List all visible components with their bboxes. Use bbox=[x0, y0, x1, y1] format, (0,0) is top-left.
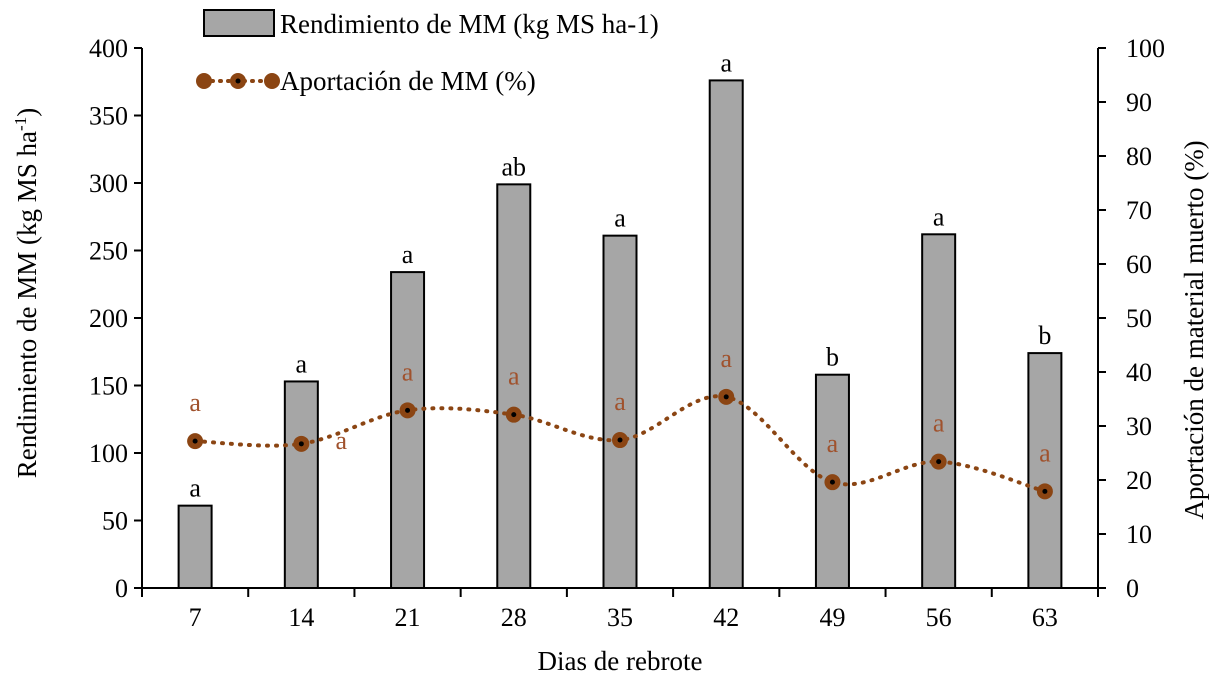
line-significance-label: a bbox=[1039, 438, 1051, 467]
y-left-axis-title-close: ) bbox=[12, 108, 42, 117]
x-tick-label: 35 bbox=[607, 603, 633, 632]
y-left-axis-title: Rendimiento de MM (kg MS ha-1) bbox=[11, 108, 42, 478]
line-significance-label: a bbox=[933, 409, 945, 438]
x-tick-label: 49 bbox=[819, 603, 845, 632]
x-tick-label: 7 bbox=[189, 603, 202, 632]
bar bbox=[496, 183, 532, 589]
bar bbox=[602, 234, 638, 589]
line-significance-label: a bbox=[336, 426, 348, 455]
line-layer bbox=[187, 388, 1053, 500]
legend: Rendimiento de MM (kg MS ha-1) Aportació… bbox=[196, 9, 659, 96]
y-left-tick-label: 150 bbox=[89, 372, 128, 401]
bar-significance-label: b bbox=[1038, 321, 1051, 350]
bar bbox=[283, 380, 319, 590]
line-significance-label: a bbox=[720, 344, 732, 373]
bar-significance-label: a bbox=[933, 202, 945, 231]
y-right-tick-label: 70 bbox=[1126, 196, 1152, 225]
y-right-tick-label: 60 bbox=[1126, 250, 1152, 279]
x-tick-label: 14 bbox=[288, 603, 314, 632]
y-right-tick-label: 30 bbox=[1126, 412, 1152, 441]
y-left-axis-title-main: Rendimiento de MM (kg MS ha bbox=[12, 131, 42, 478]
line-significance-label: a bbox=[614, 387, 626, 416]
bar-significance-label: a bbox=[402, 240, 414, 269]
y-left-tick-label: 0 bbox=[115, 574, 128, 603]
legend-marker-center-dot bbox=[235, 78, 241, 84]
y-left-tick-label: 300 bbox=[89, 169, 128, 198]
y-left-tick-label: 250 bbox=[89, 237, 128, 266]
line-significance-label: a bbox=[402, 357, 414, 386]
x-tick-label: 28 bbox=[501, 603, 527, 632]
line-point-center bbox=[829, 479, 835, 485]
y-left-tick-label: 100 bbox=[89, 439, 128, 468]
bar bbox=[708, 79, 744, 590]
y-right-axis-title: Aportación de material muerto (%) bbox=[1179, 140, 1209, 519]
y-right-tick-label: 40 bbox=[1126, 358, 1152, 387]
y-right-tick-label: 10 bbox=[1126, 520, 1152, 549]
legend-line-label: Aportación de MM (%) bbox=[280, 66, 536, 96]
ticks-layer bbox=[134, 47, 1106, 597]
line-significance-label: a bbox=[827, 429, 839, 458]
legend-bar-swatch bbox=[203, 9, 275, 37]
y-right-tick-label: 90 bbox=[1126, 88, 1152, 117]
bar-significance-label: a bbox=[189, 474, 201, 503]
line-significance-label: a bbox=[189, 388, 201, 417]
line-point-center bbox=[617, 437, 623, 443]
y-left-tick-label: 400 bbox=[89, 34, 128, 63]
y-left-tick-label: 50 bbox=[102, 507, 128, 536]
y-left-tick-label: 350 bbox=[89, 102, 128, 131]
x-tick-label: 42 bbox=[713, 603, 739, 632]
bar bbox=[390, 271, 426, 589]
y-right-tick-label: 80 bbox=[1126, 142, 1152, 171]
legend-bar-label: Rendimiento de MM (kg MS ha-1) bbox=[280, 9, 659, 39]
y-right-tick-label: 100 bbox=[1126, 34, 1165, 63]
bar-significance-label: b bbox=[826, 343, 839, 372]
y-left-axis-title-sup: -1 bbox=[11, 117, 30, 131]
x-tick-label: 63 bbox=[1032, 603, 1058, 632]
legend-marker-right bbox=[264, 73, 280, 89]
line-point-center bbox=[405, 407, 411, 413]
legend-marker-left bbox=[196, 73, 212, 89]
bar-significance-label: a bbox=[614, 204, 626, 233]
line-point-center bbox=[511, 412, 517, 418]
bar-significance-label: ab bbox=[502, 152, 527, 181]
line-point-center bbox=[936, 459, 942, 465]
y-right-tick-label: 50 bbox=[1126, 304, 1152, 333]
x-tick-label: 21 bbox=[395, 603, 421, 632]
y-right-tick-label: 0 bbox=[1126, 574, 1139, 603]
line-point-center bbox=[192, 438, 198, 444]
line-point-center bbox=[1042, 488, 1048, 494]
bar-significance-label: a bbox=[720, 48, 732, 77]
y-right-tick-label: 20 bbox=[1126, 466, 1152, 495]
bar bbox=[177, 504, 213, 589]
labels-layer: 0 50 100 150 200 250 300 350 400 0 10 20 30 40 50 60 70 8… bbox=[89, 34, 1165, 632]
y-left-tick-label: 200 bbox=[89, 304, 128, 333]
line-point-center bbox=[298, 441, 304, 447]
bar-significance-label: a bbox=[296, 349, 308, 378]
bar bbox=[921, 233, 957, 590]
line-point-center bbox=[723, 394, 729, 400]
bars-layer bbox=[177, 79, 1063, 590]
x-axis-title: Dias de rebrote bbox=[538, 646, 703, 676]
x-tick-label: 56 bbox=[926, 603, 952, 632]
bar bbox=[1027, 352, 1063, 589]
line-significance-label: a bbox=[508, 362, 520, 391]
